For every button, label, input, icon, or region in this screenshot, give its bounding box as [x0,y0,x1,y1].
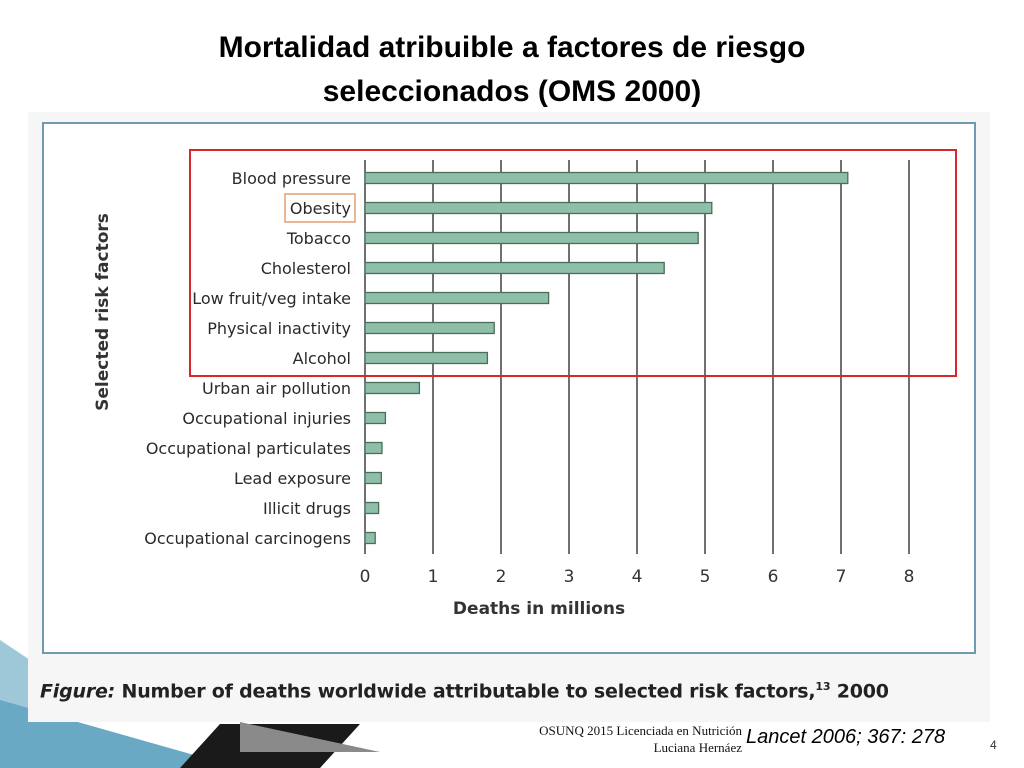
bar-urban-air-pollution [364,381,421,395]
figure-caption-label: Figure: [40,680,116,703]
category-label-physical-inactivity: Physical inactivity [207,319,351,338]
category-label-low-fruit-veg-intake: Low fruit/veg intake [192,289,351,308]
bar-cholesterol [364,261,665,275]
category-label-lead-exposure: Lead exposure [234,469,351,488]
slide-title-line2: seleccionados (OMS 2000) [322,75,702,108]
category-label-occupational-carcinogens: Occupational carcinogens [144,529,351,548]
bar-lead-exposure [364,471,382,485]
category-label-cholesterol: Cholesterol [261,259,351,278]
category-label-urban-air-pollution: Urban air pollution [202,379,351,398]
y-axis-title: Selected risk factors [93,213,113,411]
bar-tobacco [364,231,699,245]
obesity-label-box [284,193,356,223]
category-label-alcohol: Alcohol [293,349,351,368]
slide-number: 4 [990,738,997,752]
footer-line2: Luciana Hernáez [653,740,742,755]
figure-caption-ref: 13 [815,680,831,693]
figure-caption-text: Number of deaths worldwide attributable … [121,680,816,703]
figure-caption-year: 2000 [836,680,889,703]
risk-factor-bar-chart: 0 1 2 3 4 5 6 7 8 Blood pressure Obesity Tobacco Cho… [93,149,957,619]
x-tick-label-0: 0 [360,567,371,587]
x-tick-label-3: 3 [564,567,575,587]
bar-occupational-carcinogens [364,531,376,545]
highlight-box [189,149,957,377]
x-tick-label-7: 7 [836,567,847,587]
footer-note: OSUNQ 2015 Licenciada en Nutrición Lucia… [482,722,742,756]
footer-line1: OSUNQ 2015 Licenciada en Nutrición [539,723,742,738]
category-label-illicit-drugs: Illicit drugs [263,499,351,518]
x-tick-label-4: 4 [632,567,643,587]
x-tick-label-8: 8 [904,567,915,587]
x-tick-label-2: 2 [496,567,507,587]
x-axis-title: Deaths in millions [453,599,625,619]
bar-low-fruit-veg-intake [364,291,550,305]
x-tick-label-5: 5 [700,567,711,587]
category-label-tobacco: Tobacco [286,229,351,248]
category-label-occupational-particulates: Occupational particulates [146,439,351,458]
bar-occupational-particulates [364,441,383,455]
category-label-occupational-injuries: Occupational injuries [182,409,351,428]
x-tick-label-6: 6 [768,567,779,587]
bar-illicit-drugs [364,501,380,515]
slide-title-line1: Mortalidad atribuible a factores de ries… [218,31,806,64]
x-tick-label-1: 1 [428,567,439,587]
bar-blood-pressure [364,171,849,185]
bar-physical-inactivity [364,321,495,335]
figure-caption: Figure: Number of deaths worldwide attri… [40,680,889,702]
slide-title: Mortalidad atribuible a factores de ries… [60,26,964,114]
deco-gray-wedge [240,722,380,752]
category-label-obesity: Obesity [290,199,351,218]
citation: Lancet 2006; 367: 278 [746,726,946,748]
category-label-blood-pressure: Blood pressure [232,169,351,188]
bar-obesity [364,201,713,215]
bar-occupational-injuries [364,411,387,425]
bar-alcohol [364,351,489,365]
